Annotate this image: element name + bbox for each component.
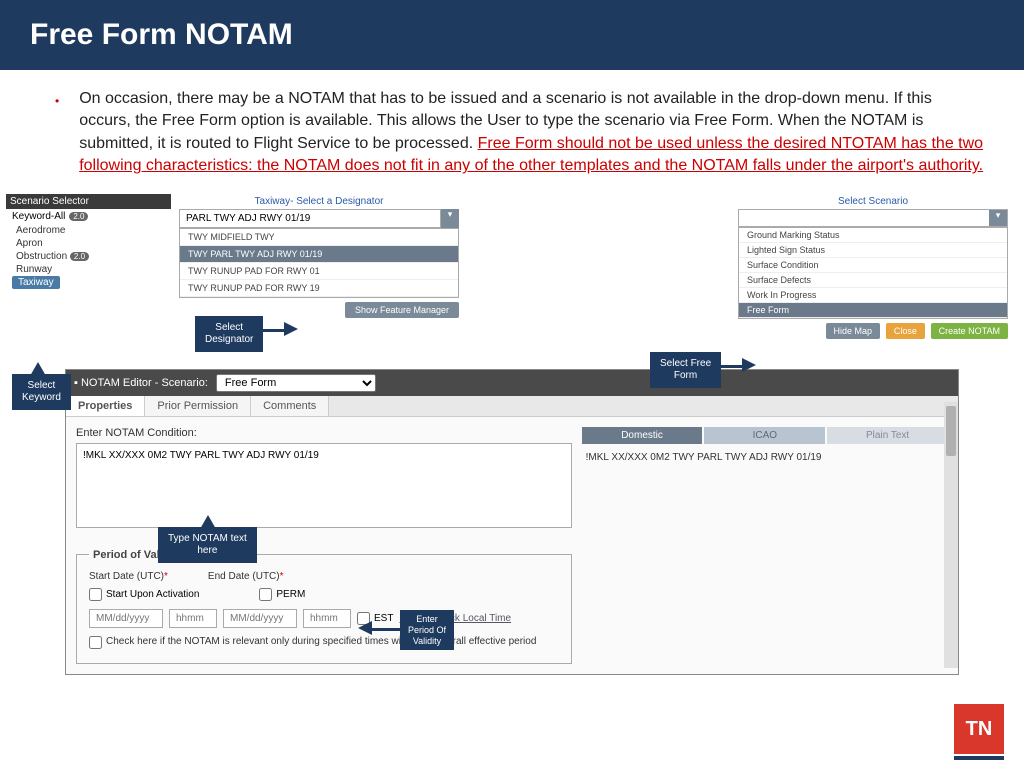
tab-domestic[interactable]: Domestic (582, 427, 703, 444)
arrow-icon (358, 621, 372, 635)
designator-title: Taxiway- Select a Designator (179, 194, 459, 209)
create-notam-button[interactable]: Create NOTAM (931, 323, 1008, 339)
designator-option[interactable]: TWY MIDFIELD TWY (180, 229, 458, 246)
scenario-selector-panel: Scenario Selector Keyword-All 2.0 Aerodr… (6, 194, 171, 289)
scenario-item-freeform[interactable]: Free Form (739, 303, 1007, 318)
tn-logo-bar (954, 756, 1004, 760)
scenario-selector-title: Scenario Selector (6, 194, 171, 209)
page-title: Free Form NOTAM (0, 0, 1024, 70)
notam-condition-textarea[interactable]: !MKL XX/XXX 0M2 TWY PARL TWY ADJ RWY 01/… (76, 443, 572, 528)
keyword-aerodrome[interactable]: Aerodrome (6, 224, 171, 237)
show-feature-manager-button[interactable]: Show Feature Manager (345, 302, 459, 318)
keyword-all-label: Keyword-All (12, 211, 65, 222)
scenario-item[interactable]: Lighted Sign Status (739, 243, 1007, 258)
intro-text: • On occasion, there may be a NOTAM that… (0, 70, 1024, 188)
scrollbar[interactable] (944, 402, 958, 668)
tab-comments[interactable]: Comments (251, 396, 329, 416)
filter-icon[interactable]: ▾ (441, 209, 459, 228)
callout-select-keyword: Select Keyword (12, 374, 71, 410)
relevant-times-checkbox[interactable]: Check here if the NOTAM is relevant only… (89, 636, 559, 649)
callout-select-designator: Select Designator (195, 316, 263, 352)
scenario-dropdown[interactable]: Free Form (216, 374, 376, 392)
period-of-validity-fieldset: Period of Validity Start Date (UTC)* End… (76, 549, 572, 664)
start-upon-activation-checkbox[interactable]: Start Upon Activation (89, 588, 199, 601)
tab-prior-permission[interactable]: Prior Permission (145, 396, 251, 416)
designator-panel: Taxiway- Select a Designator PARL TWY AD… (179, 194, 459, 318)
filter-icon[interactable]: ▾ (989, 210, 1007, 226)
designator-select[interactable]: PARL TWY ADJ RWY 01/19 (179, 209, 441, 228)
scenario-list-panel: Select Scenario ▾ Ground Marking Status … (738, 194, 1008, 339)
scenario-item[interactable]: Surface Condition (739, 258, 1007, 273)
keyword-runway[interactable]: Runway (6, 263, 171, 276)
arrow-icon (284, 322, 298, 336)
bullet-icon: • (55, 93, 59, 178)
designator-option[interactable]: TWY RUNUP PAD FOR RWY 19 (180, 280, 458, 297)
designator-option-selected[interactable]: TWY PARL TWY ADJ RWY 01/19 (180, 246, 458, 263)
keyword-obstruction[interactable]: Obstruction 2.0 (6, 250, 171, 263)
end-time-input[interactable] (303, 609, 351, 628)
tn-logo: TN (954, 704, 1004, 754)
start-time-input[interactable] (169, 609, 217, 628)
scenario-item[interactable]: Ground Marking Status (739, 228, 1007, 243)
callout-select-freeform: Select Free Form (650, 352, 721, 388)
scenario-list-title: Select Scenario (738, 194, 1008, 209)
callout-type-notam: Type NOTAM text here (158, 527, 257, 563)
scenario-item[interactable]: Work In Progress (739, 288, 1007, 303)
tab-plain-text[interactable]: Plain Text (827, 427, 948, 444)
keyword-taxiway[interactable]: Taxiway (12, 276, 60, 289)
end-date-label: End Date (UTC)* (208, 571, 284, 582)
keyword-badge: 2.0 (69, 212, 88, 221)
close-button[interactable]: Close (886, 323, 925, 339)
hide-map-button[interactable]: Hide Map (826, 323, 881, 339)
scenario-item[interactable]: Surface Defects (739, 273, 1007, 288)
designator-option[interactable]: TWY RUNUP PAD FOR RWY 01 (180, 263, 458, 280)
preview-text: !MKL XX/XXX 0M2 TWY PARL TWY ADJ RWY 01/… (582, 448, 948, 467)
keyword-apron[interactable]: Apron (6, 237, 171, 250)
callout-period-validity: Enter Period Of Validity (400, 610, 454, 650)
scenario-search-input[interactable] (739, 210, 989, 226)
end-date-input[interactable] (223, 609, 297, 628)
start-date-input[interactable] (89, 609, 163, 628)
start-date-label: Start Date (UTC)* (89, 571, 168, 582)
enter-condition-label: Enter NOTAM Condition: (76, 427, 572, 439)
perm-checkbox[interactable]: PERM (259, 588, 305, 601)
arrow-icon (742, 358, 756, 372)
tab-icao[interactable]: ICAO (704, 427, 825, 444)
tab-properties[interactable]: Properties (66, 396, 145, 416)
editor-header-label: ▪ NOTAM Editor - Scenario: (74, 377, 208, 389)
arrow-line (370, 628, 400, 631)
